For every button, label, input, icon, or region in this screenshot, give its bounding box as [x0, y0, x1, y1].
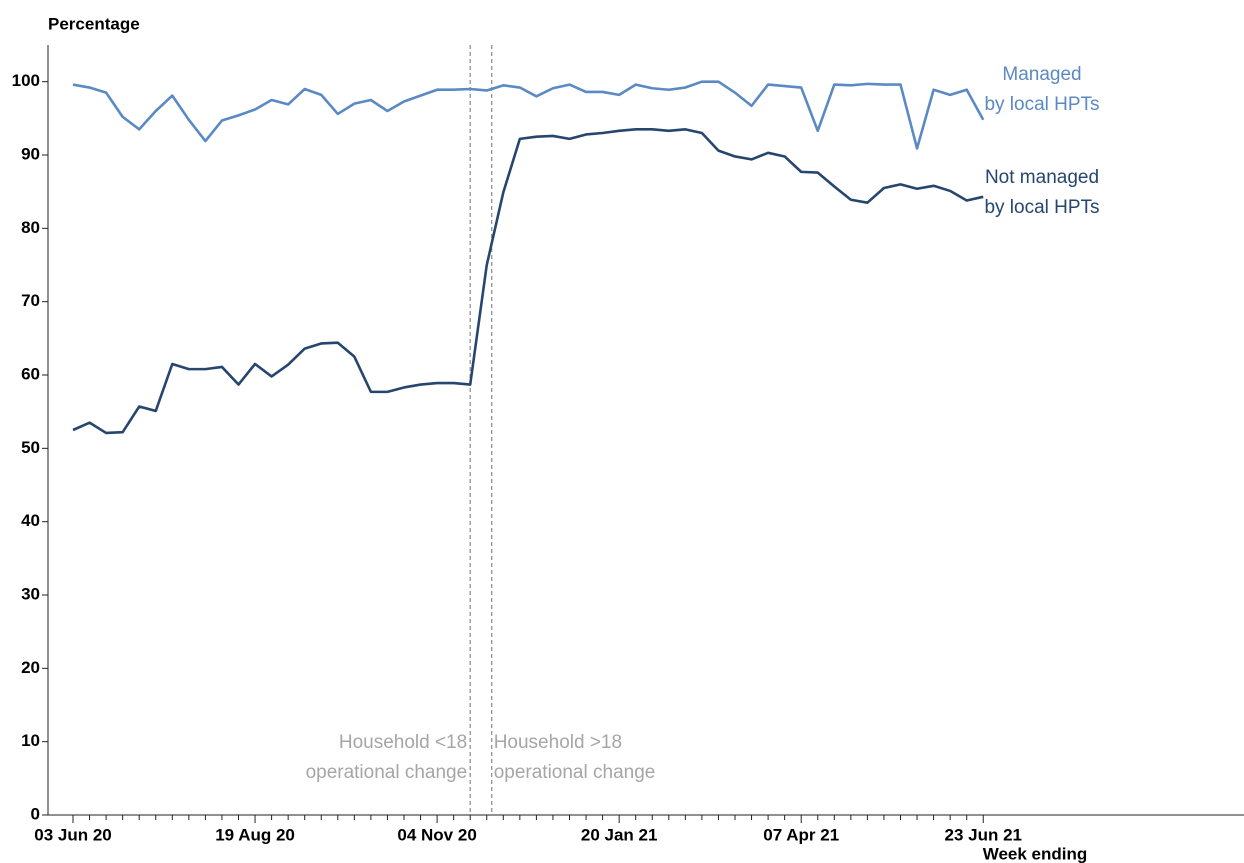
x-tick-label: 03 Jun 20: [34, 825, 112, 844]
y-tick-label: 50: [21, 438, 40, 457]
y-tick-label: 70: [21, 291, 40, 310]
x-tick-label: 19 Aug 20: [215, 825, 295, 844]
data-line: [72, 128, 984, 435]
y-tick-label: 60: [21, 364, 40, 383]
x-tick-label: 20 Jan 21: [581, 825, 658, 844]
annotation-label: Household <18 operational change: [305, 732, 468, 783]
x-tick-label: 23 Jun 21: [945, 825, 1023, 844]
y-tick-label: 90: [21, 144, 40, 163]
x-tick-label: 04 Nov 20: [397, 825, 476, 844]
x-tick-label: 07 Apr 21: [763, 825, 839, 844]
annotation-label: Household >18 operational change: [493, 732, 656, 783]
y-axis-label: Percentage: [48, 14, 140, 33]
series-label: Managed by local HPTs: [984, 64, 1100, 115]
y-tick-label: 20: [21, 658, 40, 677]
series-label: Not managed by local HPTs: [984, 167, 1100, 218]
x-axis-label: Week ending: [983, 844, 1088, 863]
data-line: [72, 80, 985, 150]
y-tick-label: 10: [21, 731, 40, 750]
y-tick-label: 80: [21, 218, 40, 237]
y-tick-label: 0: [31, 804, 40, 823]
y-tick-label: 100: [12, 71, 40, 90]
y-tick-label: 40: [21, 511, 40, 530]
y-tick-label: 30: [21, 584, 40, 603]
